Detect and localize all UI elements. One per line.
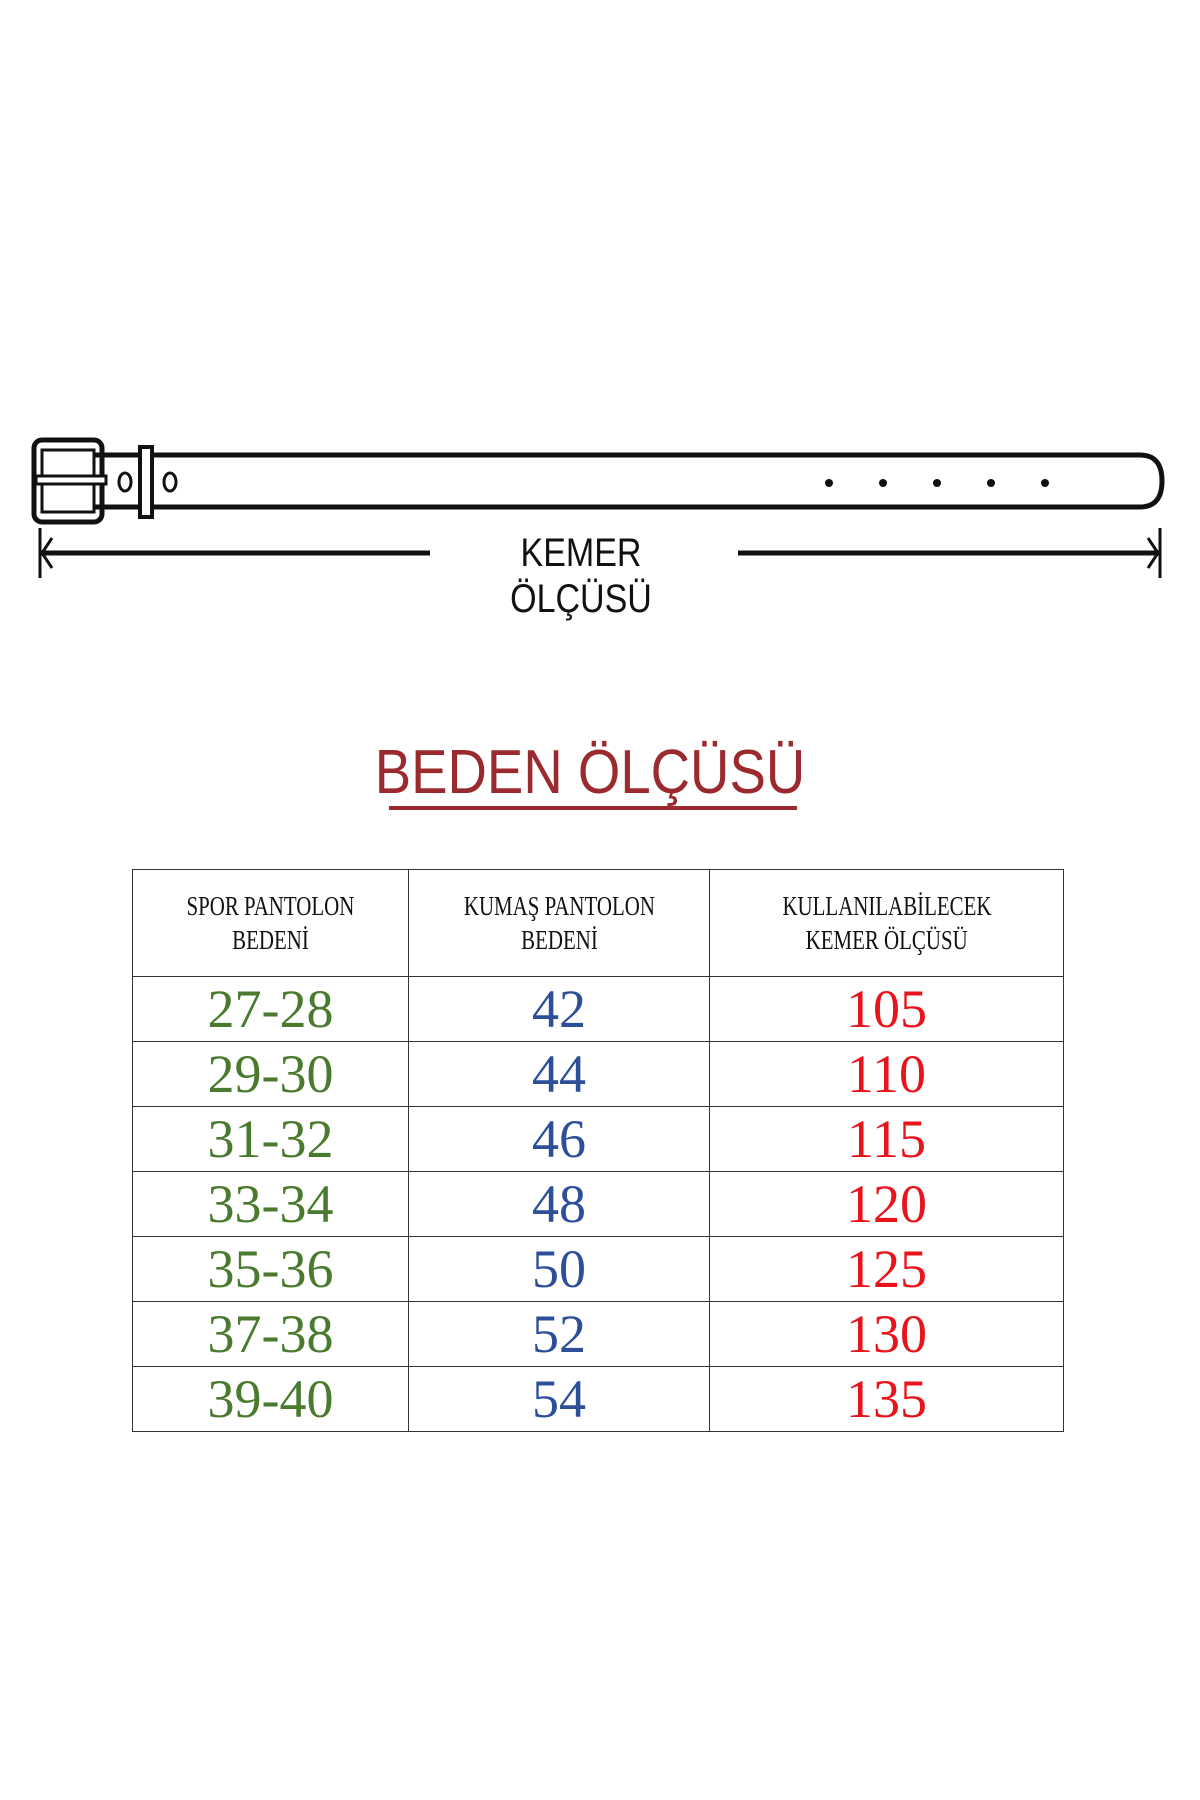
belt-hole xyxy=(879,479,887,487)
table-header-row: SPOR PANTOLON BEDENİ KUMAŞ PANTOLON BEDENİ… xyxy=(132,869,1064,977)
belt-loop xyxy=(138,445,154,519)
belt-holes xyxy=(825,479,1049,487)
sport-pants-size: 27-28 xyxy=(132,976,409,1042)
buckle-prong xyxy=(34,474,108,486)
table-row: 37-38 52 130 xyxy=(132,1301,1064,1367)
belt-strap xyxy=(95,452,1165,510)
belt-size: 125 xyxy=(709,1236,1064,1302)
fabric-pants-size: 48 xyxy=(408,1171,710,1237)
sport-pants-size: 37-38 xyxy=(132,1301,409,1367)
belt-size: 130 xyxy=(709,1301,1064,1367)
belt-hole xyxy=(987,479,995,487)
fabric-pants-size: 50 xyxy=(408,1236,710,1302)
fabric-pants-size: 46 xyxy=(408,1106,710,1172)
sport-pants-size: 31-32 xyxy=(132,1106,409,1172)
table-row: 33-34 48 120 xyxy=(132,1171,1064,1237)
fabric-pants-size: 52 xyxy=(408,1301,710,1367)
table-row: 31-32 46 115 xyxy=(132,1106,1064,1172)
sport-pants-size: 29-30 xyxy=(132,1041,409,1107)
belt-size: 115 xyxy=(709,1106,1064,1172)
fabric-pants-size: 44 xyxy=(408,1041,710,1107)
belt-hole xyxy=(1041,479,1049,487)
title-underline xyxy=(389,806,797,810)
belt-size: 120 xyxy=(709,1171,1064,1237)
size-table: SPOR PANTOLON BEDENİ KUMAŞ PANTOLON BEDENİ… xyxy=(132,869,1064,1432)
page-title: BEDEN ÖLÇÜSÜ xyxy=(374,738,806,807)
belt-hole xyxy=(933,479,941,487)
belt-size: 110 xyxy=(709,1041,1064,1107)
belt-measure-label: KEMER ÖLÇÜSÜ xyxy=(453,530,709,622)
table-row: 35-36 50 125 xyxy=(132,1236,1064,1302)
sport-pants-size: 33-34 xyxy=(132,1171,409,1237)
fabric-pants-size: 54 xyxy=(408,1366,710,1432)
table-row: 27-28 42 105 xyxy=(132,976,1064,1042)
fabric-pants-size: 42 xyxy=(408,976,710,1042)
belt-hole xyxy=(825,479,833,487)
belt-size: 135 xyxy=(709,1366,1064,1432)
measure-arrow xyxy=(38,528,1162,578)
table-row: 39-40 54 135 xyxy=(132,1366,1064,1432)
table-row: 29-30 44 110 xyxy=(132,1041,1064,1107)
header-belt-size: KULLANILABİLECEK KEMER ÖLÇÜSÜ xyxy=(709,869,1064,977)
header-fabric-pants: KUMAŞ PANTOLON BEDENİ xyxy=(408,869,710,977)
sport-pants-size: 39-40 xyxy=(132,1366,409,1432)
belt-size: 105 xyxy=(709,976,1064,1042)
belt-diagram xyxy=(31,437,1165,578)
header-sport-pants: SPOR PANTOLON BEDENİ xyxy=(132,869,409,977)
sport-pants-size: 35-36 xyxy=(132,1236,409,1302)
